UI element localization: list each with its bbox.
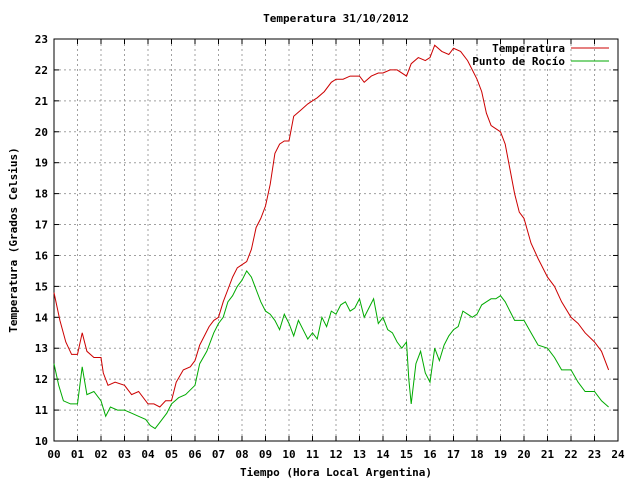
x-tick-label: 19	[494, 448, 507, 461]
x-tick-label: 11	[306, 448, 320, 461]
y-tick-label: 17	[35, 219, 48, 232]
x-tick-label: 17	[447, 448, 460, 461]
y-tick-label: 23	[35, 33, 48, 46]
x-tick-label: 21	[541, 448, 555, 461]
x-tick-label: 07	[212, 448, 225, 461]
y-tick-label: 19	[35, 157, 48, 170]
x-tick-label: 13	[353, 448, 366, 461]
y-tick-label: 21	[35, 95, 49, 108]
legend: Temperatura Punto de Rocío	[472, 42, 609, 68]
x-tick-label: 09	[259, 448, 272, 461]
y-tick-label: 20	[35, 126, 48, 139]
x-tick-label: 18	[470, 448, 483, 461]
x-tick-label: 03	[118, 448, 131, 461]
y-tick-label: 18	[35, 188, 48, 201]
series-line-punto-de-rocio	[53, 269, 609, 430]
x-tick-label: 12	[329, 448, 342, 461]
y-tick-label: 16	[35, 249, 49, 262]
ticks: 00 01 02 03 04 05 06 07 08 09 10 11 12 13 14 15 16 17 18 19…	[35, 33, 625, 461]
x-tick-label: 16	[423, 448, 437, 461]
y-axis-label: Temperatura (Grados Celsius)	[7, 147, 20, 332]
x-tick-label: 02	[94, 448, 107, 461]
x-tick-label: 14	[376, 448, 390, 461]
y-tick-label: 11	[35, 404, 49, 417]
y-tick-label: 10	[35, 435, 48, 448]
y-tick-label: 14	[35, 311, 49, 324]
y-tick-label: 12	[35, 373, 48, 386]
y-tick-label: 15	[35, 280, 48, 293]
series-line-temperatura	[53, 44, 610, 408]
x-axis-label: Tiempo (Hora Local Argentina)	[240, 466, 432, 479]
x-tick-label: 05	[165, 448, 178, 461]
x-tick-label: 00	[47, 448, 60, 461]
x-tick-label: 15	[400, 448, 413, 461]
x-tick-label: 23	[588, 448, 601, 461]
x-tick-label: 04	[141, 448, 155, 461]
x-tick-label: 20	[517, 448, 530, 461]
y-tick-label: 22	[35, 64, 48, 77]
x-tick-label: 22	[564, 448, 577, 461]
x-tick-label: 08	[235, 448, 248, 461]
x-tick-label: 06	[188, 448, 202, 461]
x-tick-label: 24	[611, 448, 625, 461]
y-tick-label: 13	[35, 342, 48, 355]
x-tick-label: 10	[282, 448, 295, 461]
legend-label-punto-de-rocio: Punto de Rocío	[472, 55, 565, 68]
chart-title: Temperatura 31/10/2012	[263, 12, 409, 25]
grid	[54, 39, 618, 441]
legend-label-temperatura: Temperatura	[492, 42, 565, 55]
x-tick-label: 01	[71, 448, 85, 461]
series-layer	[53, 44, 610, 430]
